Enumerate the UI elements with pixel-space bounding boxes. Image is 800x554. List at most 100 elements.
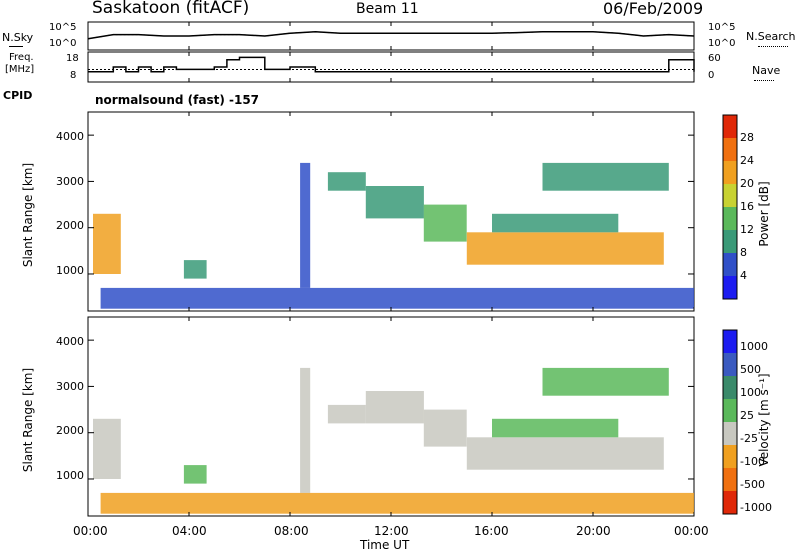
station-title: Saskatoon (fitACF)	[92, 0, 250, 18]
heatmap-region-4	[365, 186, 424, 219]
heatmap-region-5	[423, 204, 467, 242]
xtick-0000: 00:00	[73, 524, 108, 538]
freq-unit-label: [MHz]	[5, 64, 35, 75]
noise-right-tick-bottom: 10^0	[708, 38, 736, 49]
noise-left-tick-top: 10^5	[49, 22, 77, 33]
power-heatmap	[93, 162, 695, 309]
freq-label: Freq.	[9, 52, 34, 63]
xtick-1600: 16:00	[474, 524, 509, 538]
heatmap-region-4	[365, 391, 424, 424]
nsky-line	[9, 46, 23, 47]
power-ytick-3000: 3000	[56, 175, 84, 188]
date-title: 06/Feb/2009	[603, 0, 704, 18]
velocity-colorbar-swatch	[723, 376, 737, 400]
power-colorbar-swatch	[723, 276, 737, 300]
freq-left-tick-bottom: 8	[70, 70, 77, 81]
heatmap-region-3	[327, 172, 366, 191]
power-ytick-2000: 2000	[56, 219, 84, 232]
velocity-cbar-tick: 1000	[740, 340, 768, 353]
power-colorbar-swatch	[723, 253, 737, 277]
nsky-label: N.Sky	[2, 31, 34, 44]
heatmap-region-9	[100, 492, 695, 514]
nsearch-line	[758, 46, 788, 47]
heatmap-region-1	[183, 465, 207, 484]
noise-left-tick-bottom: 10^0	[49, 38, 77, 49]
velocity-colorbar-swatch	[723, 422, 737, 446]
heatmap-region-6	[466, 437, 664, 470]
axis-ticks	[87, 22, 695, 516]
velocity-heatmap	[93, 367, 695, 514]
velocity-colorbar-swatch	[723, 353, 737, 377]
power-colorbar	[722, 114, 738, 300]
cpid-text: normalsound (fast) -157	[95, 93, 260, 107]
xtick-0800: 08:00	[274, 524, 309, 538]
nsearch-label: N.Search	[746, 30, 796, 43]
xtick-2400: 00:00	[674, 524, 709, 538]
heatmap-region-9	[100, 287, 695, 309]
velocity-cbar-tick: 100	[740, 386, 761, 399]
velocity-colorbar-swatch	[723, 491, 737, 515]
velocity-cbar-tick: -1000	[740, 501, 772, 514]
power-colorbar-swatch	[723, 230, 737, 254]
heatmap-region-7	[492, 418, 619, 438]
velocity-ytick-3000: 3000	[56, 380, 84, 393]
power-ytick-1000: 1000	[56, 264, 84, 277]
heatmap-region-6	[466, 232, 664, 265]
power-cbar-tick: 4	[740, 269, 747, 282]
cpid-label: CPID	[3, 89, 33, 102]
power-cbar-tick: 8	[740, 246, 747, 259]
heatmap-region-7	[492, 213, 619, 233]
power-colorbar-swatch	[723, 115, 737, 139]
freq-lines	[88, 56, 695, 73]
heatmap-region-2	[300, 367, 311, 493]
power-colorbar-swatch	[723, 184, 737, 208]
freq-right-tick-top: 60	[708, 53, 721, 64]
velocity-colorbar-frame	[722, 329, 738, 515]
power-colorbar-frame	[722, 114, 738, 300]
heatmap-region-0	[93, 418, 121, 479]
heatmap-region-2	[300, 162, 311, 288]
freq-left-tick-top: 18	[66, 53, 79, 64]
power-colorbar-swatch	[723, 207, 737, 231]
freq-series-line	[88, 56, 695, 73]
velocity-colorbar	[722, 329, 738, 515]
nave-line	[754, 80, 774, 81]
velocity-cbar-tick: -500	[740, 478, 765, 491]
power-cbar-tick: 24	[740, 154, 754, 167]
velocity-ytick-4000: 4000	[56, 335, 84, 348]
heatmap-region-0	[93, 213, 121, 274]
velocity-colorbar-swatch	[723, 330, 737, 354]
freq-right-tick-bottom: 0	[708, 70, 715, 81]
velocity-cbar-tick: -100	[740, 455, 765, 468]
xaxis-label: Time UT	[360, 538, 410, 552]
heatmap-region-8	[542, 367, 669, 396]
velocity-cbar-tick: 500	[740, 363, 761, 376]
velocity-colorbar-swatch	[723, 399, 737, 423]
heatmap-region-8	[542, 162, 669, 191]
velocity-colorbar-swatch	[723, 445, 737, 469]
xtick-1200: 12:00	[374, 524, 409, 538]
power-ytick-4000: 4000	[56, 130, 84, 143]
power-cbar-tick: 16	[740, 200, 754, 213]
noise-right-tick-top: 10^5	[708, 22, 736, 33]
heatmap-region-1	[183, 260, 207, 279]
velocity-colorbar-swatch	[723, 468, 737, 492]
power-colorbar-swatch	[723, 161, 737, 185]
velocity-cbar-tick: -25	[740, 432, 758, 445]
xtick-0400: 04:00	[172, 524, 207, 538]
xtick-2000: 20:00	[576, 524, 611, 538]
beam-title: Beam 11	[356, 1, 419, 17]
power-cbar-tick: 28	[740, 131, 754, 144]
velocity-cbar-tick: 25	[740, 409, 754, 422]
heatmap-region-5	[423, 409, 467, 447]
noise-series-nsky	[87, 31, 695, 40]
heatmap-region-3	[327, 404, 366, 424]
power-colorbar-swatch	[723, 138, 737, 162]
velocity-ytick-2000: 2000	[56, 424, 84, 437]
power-cbar-tick: 12	[740, 223, 754, 236]
velocity-ytick-1000: 1000	[56, 469, 84, 482]
noise-lines	[87, 31, 695, 40]
nave-label: Nave	[752, 64, 781, 77]
freq-panel-frame	[87, 51, 695, 83]
